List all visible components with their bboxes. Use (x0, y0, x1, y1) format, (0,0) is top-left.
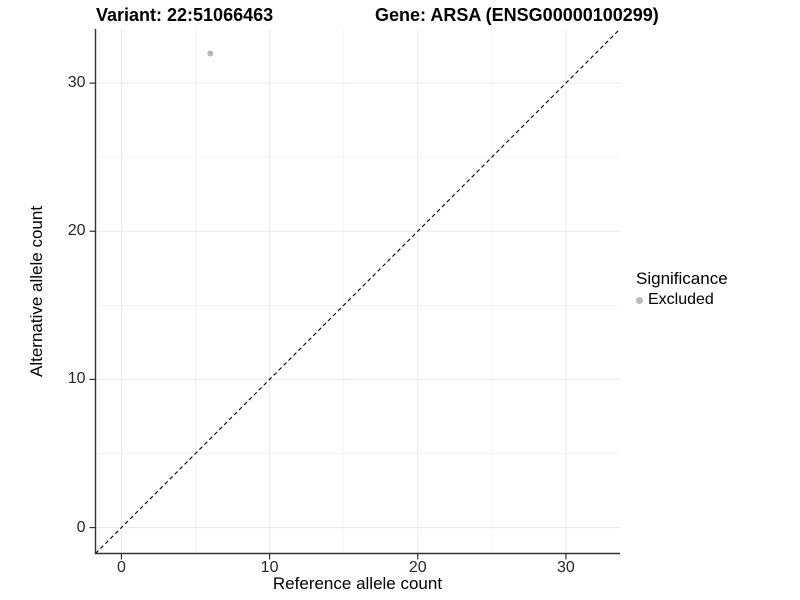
x-axis-title: Reference allele count (272, 574, 443, 593)
legend: Significance Excluded (636, 269, 728, 309)
legend-item-label: Excluded (648, 291, 714, 308)
y-axis-title: Alternative allele count (27, 205, 46, 378)
variant-title: Variant: 22:51066463 (96, 5, 274, 25)
y-tick-label: 10 (67, 370, 86, 388)
x-tick-label: 0 (116, 558, 126, 576)
gene-title: Gene: ARSA (ENSG00000100299) (375, 5, 659, 25)
legend-title: Significance (636, 269, 728, 288)
data-point (207, 50, 214, 57)
x-tick-label: 10 (260, 558, 279, 576)
excluded-point-icon (636, 296, 643, 304)
y-tick-label: 0 (76, 518, 86, 536)
y-tick-label: 30 (67, 74, 86, 92)
x-tick-label: 20 (408, 558, 427, 576)
x-tick-label: 30 (557, 558, 575, 576)
legend-item-excluded: Excluded (636, 291, 728, 309)
identity-reference-line (95, 28, 621, 554)
y-tick-label: 20 (67, 222, 86, 240)
